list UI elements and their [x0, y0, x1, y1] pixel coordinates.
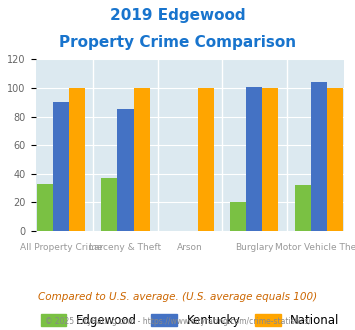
Text: All Property Crime: All Property Crime [20, 243, 102, 252]
Bar [311, 82, 327, 231]
Text: Burglary: Burglary [235, 243, 274, 252]
Bar [262, 88, 278, 231]
Legend: Edgewood, Kentucky, National: Edgewood, Kentucky, National [36, 309, 344, 330]
Bar [230, 202, 246, 231]
Bar [37, 184, 53, 231]
Bar [246, 86, 262, 231]
Bar [295, 185, 311, 231]
Text: Larceny & Theft: Larceny & Theft [89, 243, 162, 252]
Bar [53, 102, 69, 231]
Bar [102, 178, 118, 231]
Text: Property Crime Comparison: Property Crime Comparison [59, 35, 296, 50]
Text: Arson: Arson [177, 243, 203, 252]
Bar [133, 88, 150, 231]
Bar [69, 88, 85, 231]
Text: 2019 Edgewood: 2019 Edgewood [110, 8, 245, 23]
Text: Compared to U.S. average. (U.S. average equals 100): Compared to U.S. average. (U.S. average … [38, 292, 317, 302]
Bar [198, 88, 214, 231]
Text: Motor Vehicle Theft: Motor Vehicle Theft [275, 243, 355, 252]
Bar [118, 110, 133, 231]
Text: © 2025 CityRating.com - https://www.cityrating.com/crime-statistics/: © 2025 CityRating.com - https://www.city… [45, 317, 310, 326]
Bar [327, 88, 343, 231]
